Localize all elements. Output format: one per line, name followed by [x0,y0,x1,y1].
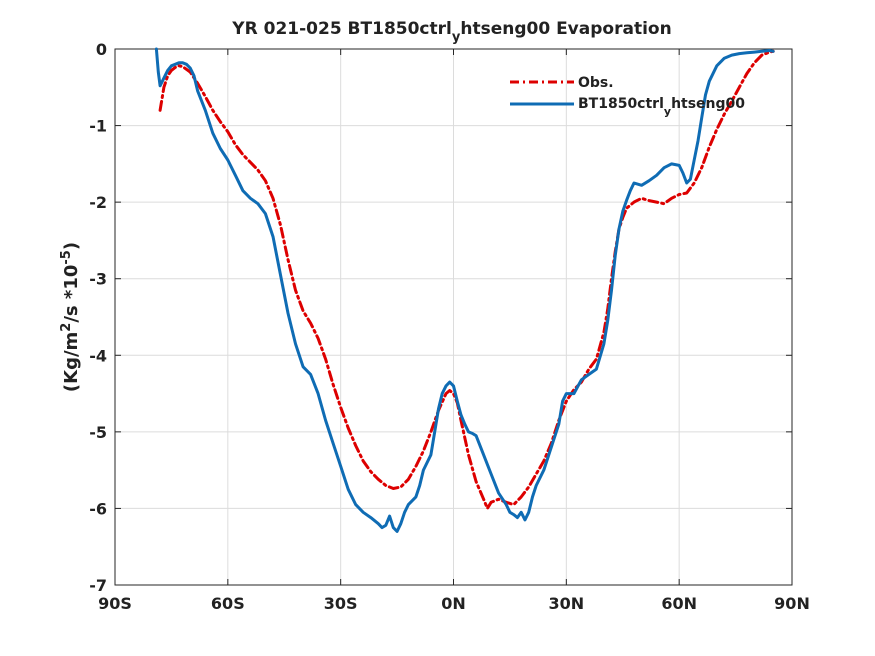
chart-title-subscript: y [452,30,461,45]
y-tick-label: -4 [89,346,107,365]
y-label-part-b: /s *10 [61,265,82,323]
y-label-part-c: ) [61,242,82,250]
series-line-model [154,47,775,533]
chart-title-main: YR 021-025 BT1850ctrl [231,19,452,39]
legend-label-model: BT1850ctrlyhtseng00 [578,96,745,118]
y-tick-label: 0 [96,40,107,59]
x-tick-label: 30N [549,594,585,613]
data-series [154,47,775,533]
y-tick-label: -6 [89,499,107,518]
legend: Obs. BT1850ctrlyhtseng00 [510,75,745,118]
y-tick-label: -3 [89,270,107,289]
y-label-sup-2: -5 [59,250,74,264]
y-tick-label: -7 [89,576,107,595]
legend-label-obs: Obs. [578,75,614,91]
grid-lines [115,49,792,585]
x-tick-label: 60S [211,594,245,613]
series-line-obs [158,49,775,510]
legend-label-model-subscript: y [664,105,671,118]
x-tick-label: 0N [441,594,466,613]
x-tick-label: 30S [324,594,358,613]
x-tick-label: 90S [98,594,132,613]
chart-title-rest: htseng00 Evaporation [460,19,671,39]
legend-label-model-rest: htseng00 [671,96,745,112]
y-label-part-a: (Kg/m [61,332,82,392]
y-tick-label: -2 [89,193,107,212]
y-axis-label: (Kg/m2/s *10-5) [59,242,82,392]
y-tick-label: -1 [89,117,107,136]
y-tick-label: -5 [89,423,107,442]
chart-title: YR 021-025 BT1850ctrlyhtseng00 Evaporati… [231,19,671,45]
x-tick-label: 60N [661,594,697,613]
axis-ticks: 90S 60S 30S 0N 30N 60N 90N 0 -1 -2 -3 -4 -5 -6 -7 [89,40,810,613]
y-label-sup-1: 2 [59,323,74,332]
legend-label-model-main: BT1850ctrl [578,96,664,112]
legend-label-obs-text: Obs. [578,75,614,91]
x-tick-label: 90N [774,594,810,613]
